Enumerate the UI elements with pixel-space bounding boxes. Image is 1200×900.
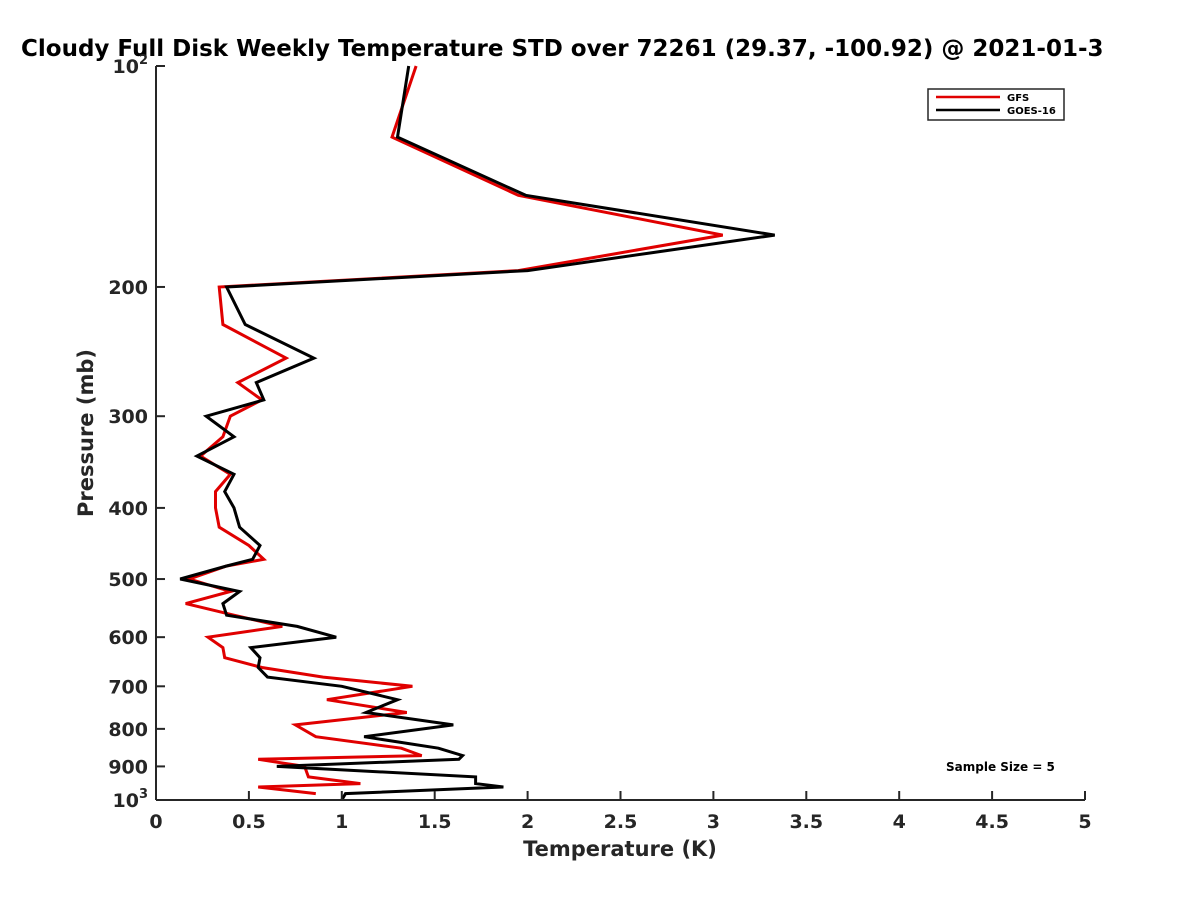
y-tick-label: 103 bbox=[113, 787, 149, 812]
x-tick-label: 1 bbox=[335, 811, 348, 833]
series-layer bbox=[179, 65, 775, 801]
x-tick-label: 3 bbox=[707, 811, 720, 833]
x-tick-label: 0.5 bbox=[232, 811, 266, 833]
y-tick-label: 300 bbox=[108, 406, 148, 428]
y-tick-label: 102 bbox=[113, 53, 149, 78]
x-tick-label: 4 bbox=[893, 811, 906, 833]
y-tick-label: 500 bbox=[108, 569, 148, 591]
y-axis-label: Pressure (mb) bbox=[74, 349, 98, 517]
y-axis-ticks: 102 200 300 400 500 600 700 800 900 103 bbox=[108, 53, 165, 812]
series-line-gfs bbox=[184, 65, 723, 796]
x-tick-label: 3.5 bbox=[789, 811, 823, 833]
y-tick-label: 200 bbox=[108, 277, 148, 299]
y-tick-label: 800 bbox=[108, 719, 148, 741]
y-tick-label: 700 bbox=[108, 676, 148, 698]
legend-box bbox=[927, 88, 1065, 121]
legend-label-gfs: GFS bbox=[1007, 93, 1029, 104]
chart-title: Cloudy Full Disk Weekly Temperature STD … bbox=[21, 36, 1104, 62]
legend: GFS GOES-16 bbox=[927, 88, 1065, 121]
x-axis-label: Temperature (K) bbox=[523, 837, 717, 861]
x-tick-label: 2.5 bbox=[604, 811, 638, 833]
x-tick-label: 2 bbox=[521, 811, 534, 833]
x-tick-label: 1.5 bbox=[418, 811, 452, 833]
x-axis-ticks: 0 0.5 1 1.5 2 2.5 3 3.5 4 4.5 5 bbox=[149, 791, 1092, 833]
y-tick-label: 400 bbox=[108, 498, 148, 520]
series-line-goes16 bbox=[179, 65, 775, 801]
sample-size-annotation: Sample Size = 5 bbox=[946, 760, 1055, 774]
x-tick-label: 5 bbox=[1078, 811, 1091, 833]
y-tick-label: 900 bbox=[108, 756, 148, 778]
y-tick-label: 600 bbox=[108, 627, 148, 649]
legend-label-goes16: GOES-16 bbox=[1007, 106, 1056, 117]
x-tick-label: 4.5 bbox=[975, 811, 1009, 833]
x-tick-label: 0 bbox=[149, 811, 162, 833]
